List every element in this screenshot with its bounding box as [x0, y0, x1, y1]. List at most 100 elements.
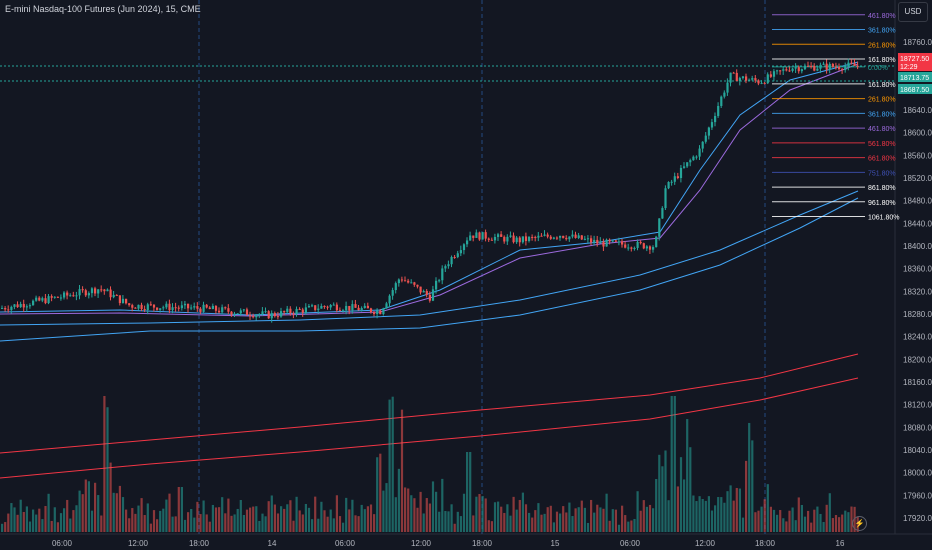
volume-bar	[568, 502, 571, 532]
volume-bar	[100, 515, 103, 532]
volume-bar	[304, 503, 307, 532]
volume-bar	[478, 494, 481, 532]
volume-bar	[38, 508, 41, 532]
candle-body	[236, 313, 239, 315]
candle-body	[301, 309, 304, 313]
volume-bar	[518, 499, 521, 532]
volume-bar	[125, 509, 128, 532]
volume-bar	[44, 506, 47, 532]
volume-bar	[546, 507, 549, 532]
candle-body	[295, 308, 298, 315]
candle-body	[825, 63, 828, 70]
volume-bar	[276, 513, 280, 532]
candle-body	[134, 307, 137, 309]
candle-body	[289, 308, 292, 314]
volume-bar	[490, 521, 493, 532]
candle-body	[661, 208, 664, 219]
volume-bar	[385, 483, 388, 532]
volume-bar	[410, 495, 413, 532]
candle-body	[741, 76, 745, 79]
candle-body	[16, 304, 19, 308]
volume-bar	[577, 507, 580, 532]
candle-body	[376, 310, 379, 315]
volume-bar	[652, 508, 655, 532]
volume-bar	[664, 450, 667, 532]
volume-bar	[431, 481, 435, 532]
volume-bar	[580, 500, 583, 532]
volume-bar	[642, 500, 645, 532]
candle-body	[453, 257, 456, 259]
volume-bar	[289, 500, 292, 532]
candle-body	[493, 236, 497, 241]
moving-average-red-1	[0, 353, 859, 454]
volume-bar	[524, 504, 528, 532]
candle-body	[562, 235, 565, 238]
candle-body	[754, 78, 757, 81]
volume-bar	[140, 498, 143, 532]
candle-body	[636, 241, 639, 248]
candle-body	[307, 306, 311, 308]
volume-bar	[559, 513, 562, 532]
candle-body	[686, 162, 689, 167]
lightning-icon[interactable]: ⚡	[852, 516, 867, 531]
volume-bar	[813, 509, 816, 532]
volume-bar	[794, 520, 797, 532]
volume-bar	[661, 466, 664, 532]
candle-body	[776, 70, 779, 72]
candle-body	[714, 116, 717, 123]
currency-selector[interactable]: USD	[898, 2, 928, 22]
candle-body	[782, 69, 785, 71]
volume-bar	[84, 479, 87, 532]
candle-body	[19, 303, 22, 308]
volume-bar	[679, 457, 683, 532]
volume-bar	[407, 488, 410, 532]
candle-body	[382, 308, 385, 315]
volume-bar	[286, 504, 289, 532]
volume-bar	[621, 505, 624, 532]
candle-body	[196, 306, 199, 309]
candle-body	[627, 247, 630, 249]
volume-bar	[376, 457, 379, 532]
candle-body	[617, 241, 621, 243]
time-tick-label: 06:00	[52, 539, 73, 548]
volume-bar	[391, 396, 394, 532]
volume-bar	[369, 504, 373, 532]
candle-body	[118, 295, 121, 304]
price-tick-label: 17920.00	[903, 514, 932, 523]
candle-body	[624, 244, 627, 248]
candle-body	[841, 69, 844, 71]
volume-bar	[540, 514, 543, 532]
candle-body	[379, 310, 382, 315]
volume-bar	[791, 507, 794, 532]
candle-body	[345, 305, 348, 311]
candle-body	[537, 235, 540, 238]
volume-bar	[366, 506, 369, 532]
time-tick-label: 12:00	[695, 539, 716, 548]
candle-body	[490, 239, 493, 241]
volume-bar	[388, 399, 391, 532]
candle-body	[53, 296, 56, 298]
candle-body	[348, 305, 351, 311]
volume-bar	[131, 508, 134, 532]
volume-bar	[729, 485, 732, 532]
volume-bar	[22, 511, 25, 532]
candle-body	[800, 69, 803, 72]
candle-body	[571, 234, 574, 237]
candle-body	[342, 310, 345, 312]
volume-bar	[81, 494, 84, 532]
volume-bar	[35, 514, 38, 532]
candle-body	[87, 293, 90, 296]
candle-body	[143, 309, 146, 311]
candle-body	[369, 308, 373, 313]
candle-body	[180, 305, 183, 309]
symbol-title: E-mini Nasdaq-100 Futures (Jun 2024), 15…	[5, 4, 201, 14]
price-tick-label: 18240.00	[903, 333, 932, 342]
candle-body	[831, 63, 834, 67]
candle-body	[338, 310, 342, 312]
moving-average-blue-1	[0, 197, 859, 342]
volume-bar	[202, 500, 205, 532]
candle-body	[44, 298, 47, 304]
candle-body	[807, 65, 810, 67]
volume-bar	[636, 491, 639, 532]
